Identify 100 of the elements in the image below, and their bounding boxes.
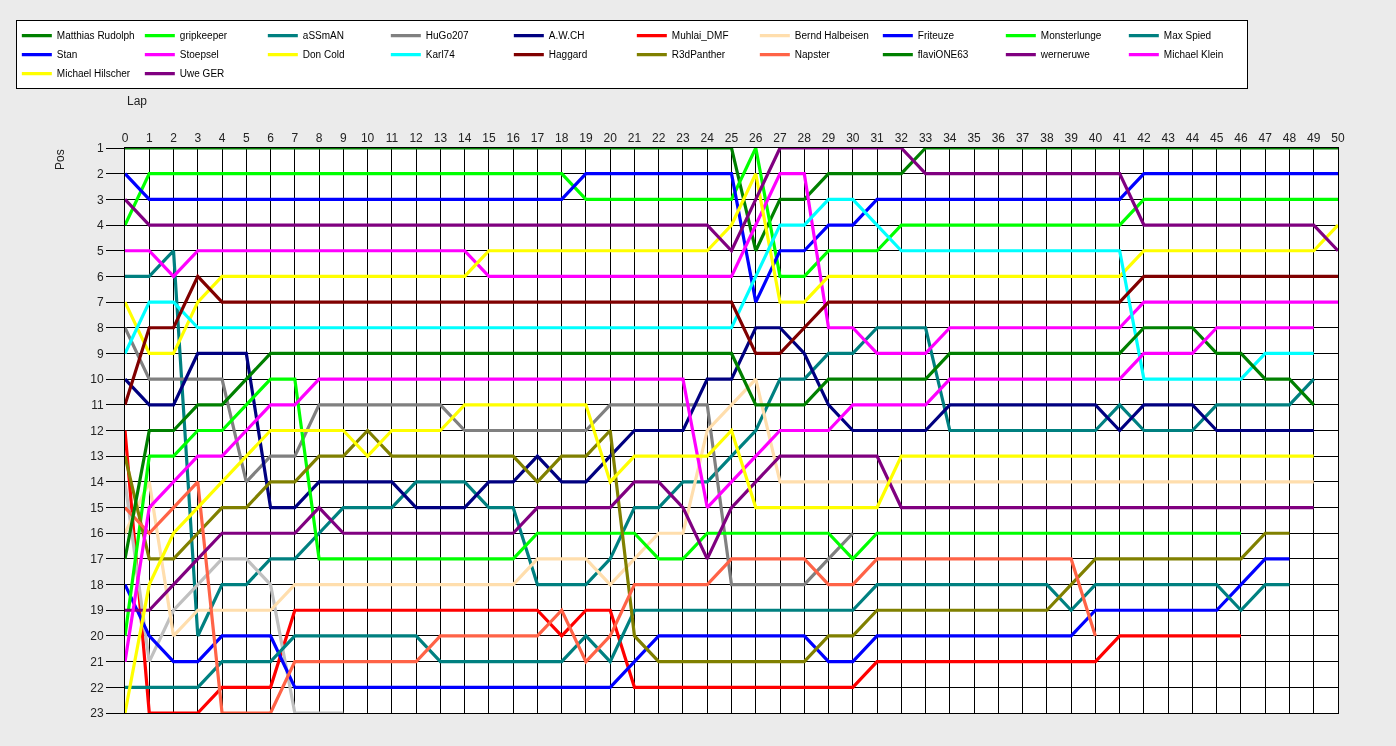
x-tick-label: 11: [385, 131, 399, 146]
legend-label: Matthias Rudolph: [56, 30, 135, 42]
line-series: [125, 428, 1292, 664]
legend-label: aSSmAN: [302, 30, 344, 42]
x-tick-label: 49: [1307, 131, 1321, 146]
legend-label: Stoepsel: [179, 49, 219, 61]
x-tick-label: 23: [676, 131, 690, 146]
y-tick-label: 9: [96, 346, 104, 361]
y-tick-label: 7: [96, 295, 104, 310]
x-tick-label: 36: [991, 131, 1006, 146]
x-tick-label: 18: [555, 131, 569, 146]
x-tick-label: 38: [1040, 131, 1054, 146]
x-tick-label: 27: [773, 131, 788, 146]
x-tick-label: 39: [1064, 131, 1079, 146]
line-series: [125, 557, 1292, 689]
legend-label: Michael Klein: [1163, 49, 1224, 61]
line-series: [125, 326, 1316, 510]
x-tick-label: 3: [194, 131, 202, 146]
legend-label: Bernd Halbeisen: [794, 30, 869, 42]
legend-label: werneruwe: [1039, 49, 1091, 61]
x-tick-label: 2: [170, 131, 178, 146]
line-series: [125, 197, 1316, 381]
legend-label: R3dPanther: [671, 49, 726, 61]
x-tick-label: 7: [291, 131, 299, 146]
y-tick-label: 14: [90, 475, 104, 490]
x-tick-label: 21: [627, 131, 642, 146]
x-tick-label: 45: [1210, 131, 1224, 146]
y-tick-label: 19: [90, 603, 104, 618]
y-tick-label: 13: [90, 449, 104, 464]
y-tick-label: 18: [90, 577, 104, 592]
legend-label: HuGo207: [425, 30, 470, 42]
x-tick-label: 4: [218, 131, 226, 146]
x-tick-label: 17: [530, 131, 545, 146]
x-tick-label: 1: [145, 131, 153, 146]
x-tick-label: 40: [1088, 131, 1103, 146]
y-tick-label: 8: [96, 320, 104, 335]
x-tick-label: 20: [603, 131, 618, 146]
y-tick-label: 6: [96, 269, 104, 284]
x-tick-label: 30: [846, 131, 860, 146]
x-tick-label: 34: [943, 131, 957, 146]
line-series: [125, 480, 1097, 713]
x-tick-label: 12: [409, 131, 424, 146]
x-tick-label: 29: [821, 131, 836, 146]
legend-label: Muhlai_DMF: [671, 30, 729, 42]
line-series: [125, 454, 1316, 612]
y-tick-label: 10: [90, 372, 104, 387]
y-tick-label: 23: [90, 706, 104, 721]
y-tick-label: 22: [90, 680, 104, 695]
x-tick-label: 10: [360, 131, 375, 146]
x-tick-label: 35: [967, 131, 982, 146]
x-tick-label: 31: [870, 131, 885, 146]
x-tick-label: 26: [749, 131, 763, 146]
x-tick-label: 33: [918, 131, 933, 146]
legend-label: flaviONE63: [917, 49, 969, 61]
x-tick-label: 8: [315, 131, 323, 146]
x-axis-title: Lap: [127, 94, 148, 108]
legend-label: Max Spied: [1163, 30, 1212, 42]
y-tick-label: 4: [96, 218, 104, 233]
x-tick-label: 19: [579, 131, 593, 146]
line-series: [125, 582, 1292, 689]
y-tick-label: 5: [96, 243, 104, 258]
x-tick-label: 24: [700, 131, 715, 146]
x-tick-label: 50: [1331, 131, 1345, 146]
x-tick-label: 46: [1234, 131, 1248, 146]
y-tick-label: 12: [90, 423, 104, 438]
y-tick-label: 20: [90, 629, 104, 644]
legend-label: Friteuze: [917, 30, 955, 42]
legend-label: Napster: [794, 49, 831, 61]
legend-label: A.W.CH: [548, 30, 585, 42]
x-tick-label: 37: [1015, 131, 1030, 146]
y-tick-label: 3: [96, 192, 104, 207]
x-tick-label: 41: [1112, 131, 1127, 146]
x-tick-label: 43: [1161, 131, 1176, 146]
x-tick-label: 9: [340, 131, 347, 146]
y-tick-label: 21: [90, 654, 104, 669]
x-tick-label: 16: [506, 131, 521, 146]
x-tick-label: 25: [724, 131, 739, 146]
x-tick-label: 13: [433, 131, 448, 146]
x-tick-label: 48: [1282, 131, 1297, 146]
x-tick-label: 6: [267, 131, 275, 146]
y-tick-label: 1: [96, 141, 104, 156]
x-tick-label: 14: [457, 131, 472, 146]
x-tick-label: 28: [797, 131, 812, 146]
legend-label: Monsterlunge: [1040, 30, 1102, 42]
y-tick-label: 16: [90, 526, 104, 541]
legend-label: Haggard: [548, 49, 588, 61]
x-tick-label: 42: [1137, 131, 1151, 146]
legend-label: Uwe GER: [179, 68, 225, 80]
x-tick-label: 22: [652, 131, 666, 146]
y-axis-title: Pos: [53, 149, 67, 170]
y-tick-label: 2: [96, 166, 104, 181]
x-tick-label: 0: [121, 131, 129, 146]
x-tick-label: 47: [1258, 131, 1273, 146]
line-series: [125, 326, 1316, 664]
legend-label: gripkeeper: [179, 30, 228, 42]
legend-label: Stan: [56, 49, 78, 61]
line-series: [125, 326, 855, 587]
legend-label: Karl74: [425, 49, 456, 61]
y-tick-label: 15: [90, 500, 104, 515]
line-series: [125, 326, 1316, 561]
